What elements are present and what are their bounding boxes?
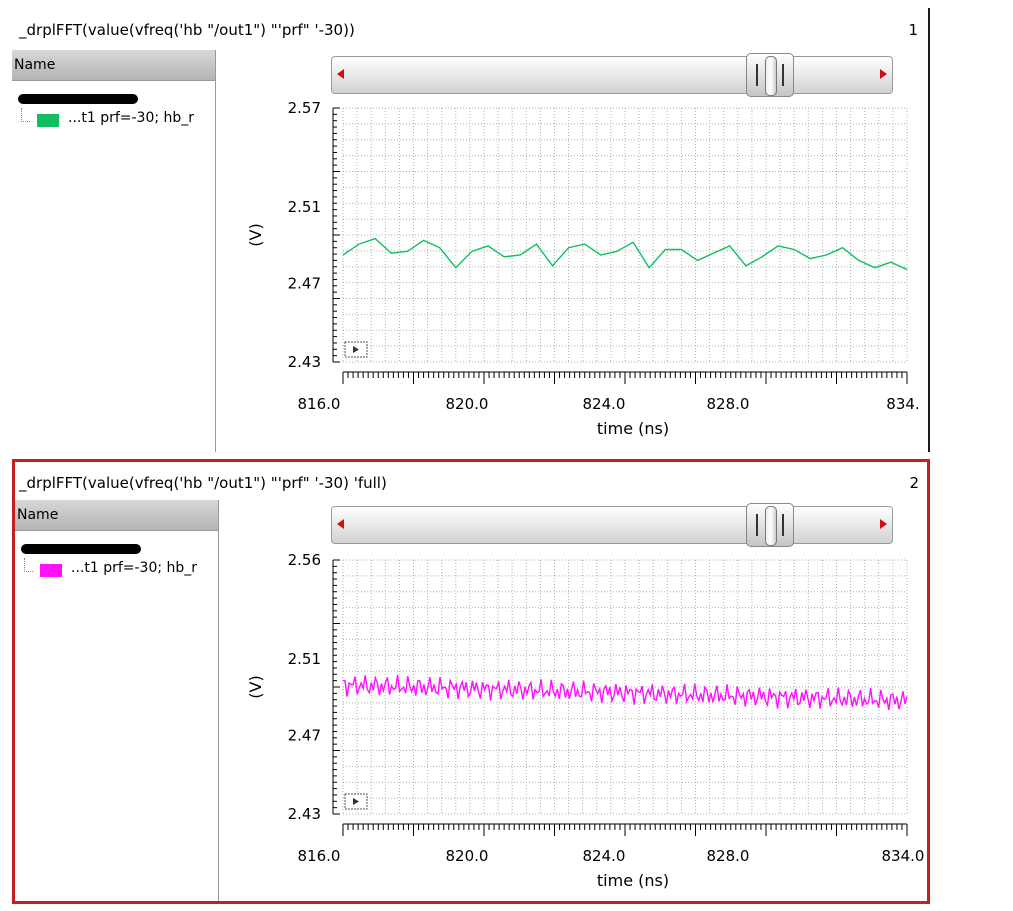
x-tick-label: 820.0: [446, 395, 489, 413]
signal-name[interactable]: ...t1 prf=-30; hb_r: [71, 560, 198, 576]
x-tick-label: 824.0: [583, 847, 626, 865]
scrollbar-thumb[interactable]: [746, 53, 794, 97]
y-tick-label: 2.56: [288, 551, 321, 569]
y-tick-label: 2.57: [288, 99, 321, 117]
waveform-trace-1: [342, 237, 908, 271]
x-tick-label: 828.0: [707, 395, 750, 413]
name-column-header[interactable]: Name: [12, 50, 215, 81]
scroll-right-arrow-icon[interactable]: [880, 519, 887, 529]
marker-arrow: [353, 798, 359, 805]
redacted-root-node[interactable]: [21, 544, 141, 554]
x-axis-label: time (ns): [597, 871, 669, 890]
waveform-plot-1[interactable]: 2.57 2.51 2.47 2.43 816.0 820.0 824.0 828.0 834.…: [227, 88, 927, 444]
waveform-subwindow-1: _drplFFT(value(vfreq('hb "/out1") "'prf"…: [12, 8, 930, 452]
y-tick-label: 2.51: [288, 650, 321, 668]
signal-color-swatch[interactable]: [40, 564, 62, 577]
y-axis-label: (V): [246, 675, 265, 698]
waveform-plot-2[interactable]: 2.56 2.51 2.47 2.43 816.0 820.0 824.0 828.0 834.…: [227, 540, 927, 896]
signal-browser: Name ...t1 prf=-30; hb_r: [12, 50, 216, 452]
y-tick-label: 2.47: [288, 274, 321, 292]
waveform-trace-2: [342, 674, 908, 711]
tree-connector: [24, 558, 33, 572]
scroll-left-arrow-icon[interactable]: [337, 69, 344, 79]
subwindow-number: 1: [908, 21, 918, 39]
y-tick-label: 2.43: [288, 353, 321, 371]
scrollbar-thumb[interactable]: [746, 503, 794, 547]
waveform-subwindow-2: _drplFFT(value(vfreq('hb "/out1") "'prf"…: [12, 459, 930, 904]
y-tick-label: 2.43: [288, 805, 321, 823]
x-tick-label: 834.0: [882, 847, 925, 865]
signal-browser: Name ...t1 prf=-30; hb_r: [15, 500, 219, 901]
signal-name[interactable]: ...t1 prf=-30; hb_r: [68, 110, 195, 126]
horizontal-scrollbar[interactable]: [331, 503, 893, 547]
subwindow-title: _drplFFT(value(vfreq('hb "/out1") "'prf"…: [19, 474, 387, 492]
y-tick-label: 2.51: [288, 198, 321, 216]
x-tick-label: 816.0: [298, 847, 341, 865]
redacted-root-node[interactable]: [18, 94, 138, 104]
y-axis-label: (V): [246, 223, 265, 246]
subwindow-title: _drplFFT(value(vfreq('hb "/out1") "'prf"…: [19, 21, 355, 39]
scroll-right-arrow-icon[interactable]: [880, 69, 887, 79]
x-tick-label: 824.0: [583, 395, 626, 413]
name-column-header[interactable]: Name: [15, 500, 218, 531]
scroll-left-arrow-icon[interactable]: [337, 519, 344, 529]
y-tick-label: 2.47: [288, 726, 321, 744]
marker-arrow: [353, 346, 359, 353]
x-tick-label: 816.0: [298, 395, 341, 413]
tree-connector: [21, 108, 30, 122]
subwindow-number: 2: [909, 474, 919, 492]
x-tick-label: 820.0: [446, 847, 489, 865]
horizontal-scrollbar[interactable]: [331, 53, 893, 97]
x-tick-label: 828.0: [707, 847, 750, 865]
x-tick-label: 834.: [886, 395, 919, 413]
x-axis-label: time (ns): [597, 419, 669, 438]
signal-color-swatch[interactable]: [37, 114, 59, 127]
